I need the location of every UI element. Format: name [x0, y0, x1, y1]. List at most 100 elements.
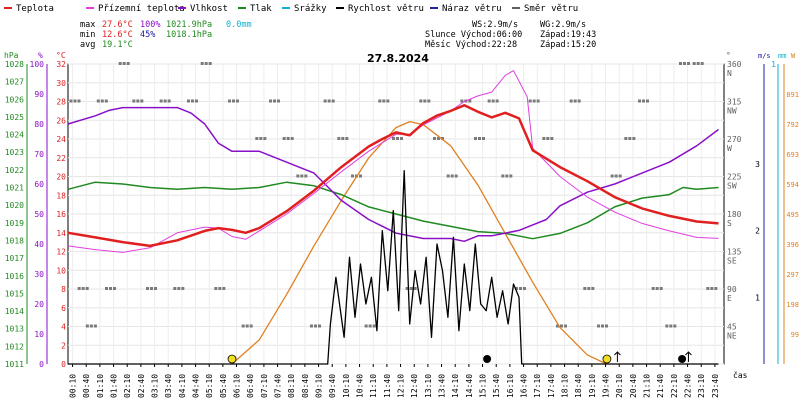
x-tick-label: 03:40 [164, 374, 173, 398]
wind-direction-mark [437, 137, 440, 140]
stat-min-label: min [80, 30, 95, 40]
chart-title: 27.8.2024 [367, 52, 429, 65]
temperature-tick-label: 16 [56, 210, 66, 219]
wind-direction-mark [468, 99, 472, 103]
wind-direction-mark [665, 324, 669, 328]
x-tick-label: 20:10 [615, 374, 624, 398]
wind-direction-mark [218, 287, 222, 290]
wind-direction-mark [409, 287, 413, 290]
humidity-tick-label: 70 [34, 150, 44, 159]
wind-direction-mark [327, 99, 331, 103]
humidity-tick-label: 30 [34, 270, 44, 279]
info-ws: WS:2.9m/s [472, 20, 518, 30]
series-line-teplota [67, 104, 719, 248]
temperature-tick-label: 8 [61, 285, 66, 294]
x-tick-label: 05:40 [219, 374, 228, 398]
wind-direction-mark [423, 99, 427, 103]
wind-direction-mark [77, 287, 81, 290]
wind-direction-mark [181, 287, 185, 290]
temperature-tick-label: 32 [56, 60, 66, 69]
wind-direction-mark [296, 174, 300, 178]
wind-direction-mark [628, 137, 632, 140]
wind-direction-mark [573, 99, 577, 103]
stat-min-temp: 12.6°C [102, 30, 133, 40]
wind-direction-mark [249, 324, 253, 328]
wind-direction-mark [687, 62, 690, 65]
humidity-tick-label: 90 [34, 90, 44, 99]
wind-direction-mark [382, 99, 386, 103]
wind-direction-mark [104, 99, 108, 103]
wind-direction-mark [679, 62, 682, 65]
wind-direction-mark [122, 62, 126, 65]
wind-direction-mark [478, 137, 481, 140]
x-tick-label: 12:40 [410, 374, 419, 398]
wind-direction-mark [159, 99, 163, 103]
pressure-tick-label: 1018 [5, 236, 24, 245]
wind-tick-label: 1 [755, 293, 760, 302]
wind-direction-mark [109, 287, 112, 290]
wind-arrow-icon [685, 351, 692, 362]
x-tick-label: 17:10 [533, 374, 542, 398]
wind-direction-mark [460, 99, 464, 103]
wind-direction-mark [597, 324, 600, 328]
humidity-tick-label: 20 [34, 300, 44, 309]
wind-direction-mark [405, 287, 409, 290]
axis-unit-rain: mm [778, 52, 786, 60]
wind-direction-mark [150, 287, 153, 290]
event-markers [227, 351, 692, 364]
info-moon-set: Západ:15:20 [540, 40, 596, 50]
wind-direction-mark [560, 324, 563, 328]
x-tick-label: 08:10 [287, 374, 296, 398]
wind-direction-mark [368, 324, 372, 328]
direction-tick-label: 135 [727, 248, 742, 257]
wind-direction-mark [441, 137, 444, 140]
wind-direction-mark [515, 287, 518, 290]
x-tick-label: 16:40 [520, 374, 529, 398]
stat-max-label: max [80, 20, 95, 30]
wind-direction-mark [195, 99, 198, 103]
wind-direction-mark [200, 62, 204, 65]
wind-direction-mark [487, 99, 491, 103]
x-tick-label: 23:40 [711, 374, 720, 398]
wind-direction-mark [177, 287, 181, 290]
wind-direction-mark [683, 62, 686, 65]
wind-direction-mark [245, 324, 249, 328]
wind-direction-mark [204, 62, 208, 65]
direction-tick-label: 180 [727, 210, 742, 219]
wind-direction-marks [69, 62, 718, 328]
wind-direction-mark [314, 324, 317, 328]
stat-min-hum: 45% [140, 30, 155, 40]
wind-direction-mark [214, 287, 218, 290]
direction-tick-label: 225 [727, 173, 742, 182]
x-tick-label: 13:40 [438, 374, 447, 398]
wind-direction-mark [310, 324, 313, 328]
moonrise-marker [678, 355, 687, 363]
solar-tick-label: 99 [791, 331, 799, 339]
wind-direction-mark [577, 99, 581, 103]
axis-unit-wind: m/s [758, 52, 771, 60]
humidity-tick-label: 10 [34, 330, 44, 339]
wind-direction-mark [93, 324, 97, 328]
x-tick-label: 06:10 [233, 374, 242, 398]
pressure-tick-label: 1028 [5, 60, 24, 69]
stat-max-temp: 27.6°C [102, 20, 133, 30]
x-tick-label: 00:40 [82, 374, 91, 398]
pressure-tick-label: 1027 [5, 78, 24, 87]
legend-label-tlak: Tlak [250, 4, 272, 14]
x-tick-label: 16:10 [506, 374, 515, 398]
pressure-tick-label: 1024 [5, 131, 24, 140]
x-tick-label: 01:40 [110, 374, 119, 398]
pressure-tick-label: 1019 [5, 219, 24, 228]
temperature-tick-label: 12 [56, 248, 66, 257]
x-tick-label: 17:40 [547, 374, 556, 398]
wind-direction-mark [255, 137, 259, 140]
wind-direction-mark [89, 324, 93, 328]
x-tick-label: 23:10 [697, 374, 706, 398]
x-tick-label: 14:10 [451, 374, 460, 398]
solar-tick-label: 495 [786, 211, 799, 219]
wind-direction-mark [482, 137, 485, 140]
x-tick-label: 11:10 [369, 374, 378, 398]
wind-direction-mark [345, 137, 349, 140]
solar-tick-label: 594 [786, 181, 799, 189]
